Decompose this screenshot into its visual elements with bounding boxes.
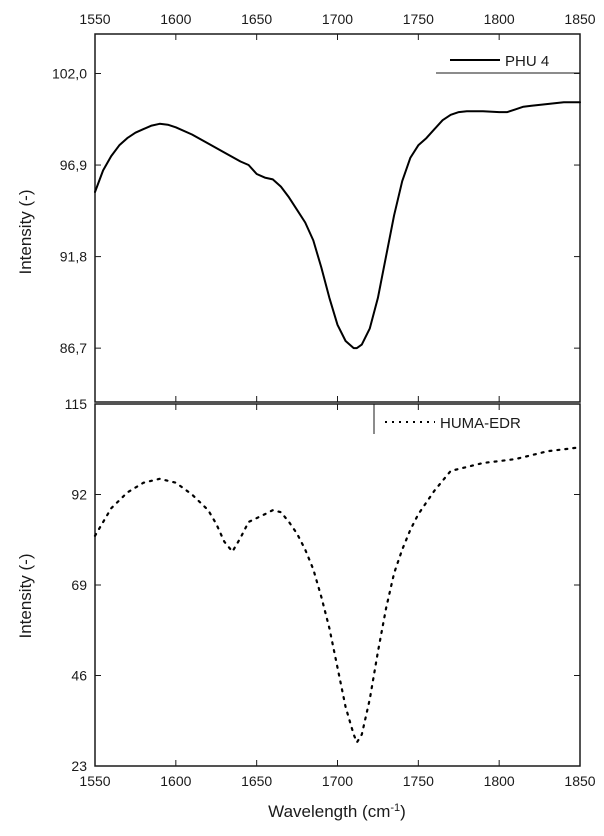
bottom-panel-legend: HUMA-EDR <box>373 404 521 434</box>
x-tick-label-bottom: 1750 <box>403 773 434 789</box>
x-tick-label-top: 1850 <box>564 11 595 27</box>
legend-label-phu4: PHU 4 <box>505 53 549 70</box>
series-line-phu-4 <box>94 101 581 350</box>
y-tick-label: 86,7 <box>60 340 87 356</box>
y-tick-label: 46 <box>71 668 87 684</box>
x-tick-label-bottom: 1650 <box>241 773 272 789</box>
x-tick-label-bottom: 1550 <box>79 773 110 789</box>
bottom-panel-y-ticks: 23 46 69 92 115 <box>65 396 580 774</box>
y-tick-label: 91,8 <box>60 249 87 265</box>
y-tick-label: 102,0 <box>52 65 87 81</box>
x-tick-label-bottom: 1600 <box>160 773 191 789</box>
x-tick-label-top: 1650 <box>241 11 272 27</box>
y-tick-label: 115 <box>65 396 88 412</box>
top-panel-x-ticks: 1550 1600 1650 1700 1750 1800 1850 <box>79 11 596 402</box>
x-tick-label-bottom: 1800 <box>484 773 515 789</box>
bottom-panel: 1550 1600 1650 1700 1750 1800 1850 23 46 69 92 115… <box>16 396 596 821</box>
x-tick-label-bottom: 1850 <box>564 773 595 789</box>
x-tick-label-bottom: 1700 <box>322 773 353 789</box>
y-tick-label: 23 <box>71 758 87 774</box>
x-tick-label-top: 1700 <box>322 11 353 27</box>
bottom-panel-x-ticks: 1550 1600 1650 1700 1750 1800 1850 <box>79 404 596 789</box>
bottom-panel-series <box>93 446 582 744</box>
x-tick-label-top: 1600 <box>160 11 191 27</box>
x-tick-label-top: 1750 <box>403 11 434 27</box>
top-panel-y-axis-title: Intensity (-) <box>16 189 35 274</box>
bottom-panel-y-axis-title: Intensity (-) <box>16 553 35 638</box>
top-panel-series <box>94 101 581 350</box>
x-axis-title: Wavelength (cm-1) <box>268 802 406 821</box>
legend-label-huma-edr: HUMA-EDR <box>440 415 521 432</box>
y-tick-label: 96,9 <box>60 157 87 173</box>
y-tick-label: 69 <box>71 577 87 593</box>
y-tick-label: 92 <box>71 487 87 503</box>
top-panel: 1550 1600 1650 1700 1750 1800 1850 86,7 91,8 96,… <box>16 11 596 403</box>
x-tick-label-top: 1800 <box>484 11 515 27</box>
top-panel-legend: PHU 4 <box>436 53 580 74</box>
series-line-huma-edr <box>93 446 582 744</box>
x-tick-label-top: 1550 <box>79 11 110 27</box>
top-panel-y-ticks: 86,7 91,8 96,9 102,0 <box>52 65 580 356</box>
